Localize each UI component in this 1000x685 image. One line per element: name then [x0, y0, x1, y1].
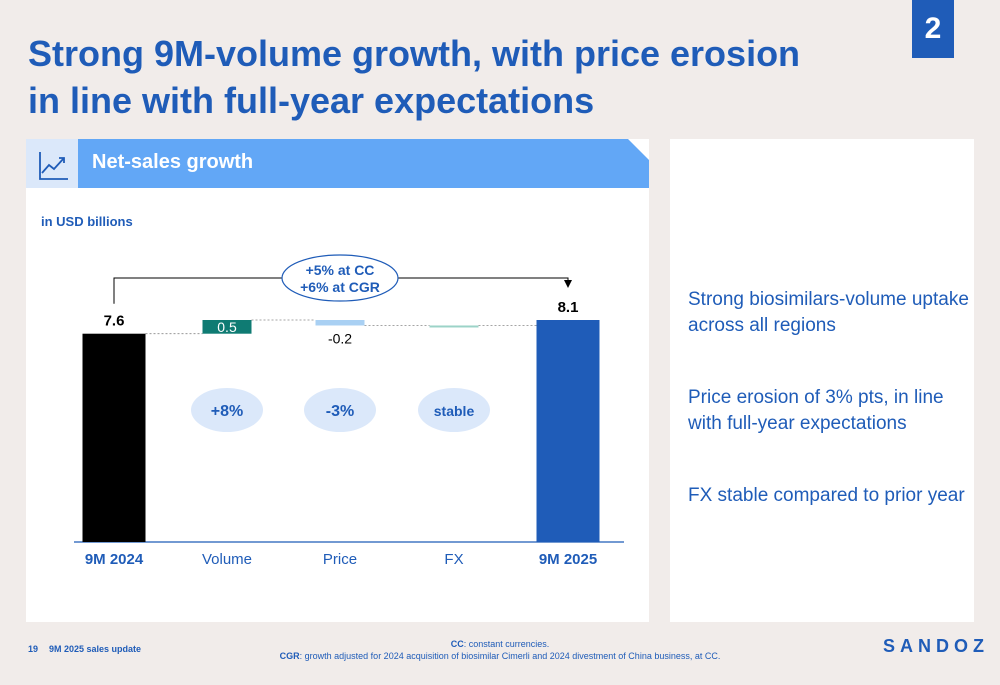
key-point-price: Price erosion of 3% pts, in line with fu… — [688, 387, 944, 434]
bar-fx — [429, 325, 479, 328]
footnote-cgr: CGR: growth adjusted for 2024 acquisitio… — [279, 651, 721, 661]
footer-doc-title: 9M 2025 sales update — [49, 644, 142, 654]
title-line-1: Strong 9M-volume growth, with price eros… — [28, 33, 801, 74]
category-label-volume: Volume — [202, 551, 252, 568]
page-title: Strong 9M-volume growth, with price eros… — [28, 30, 868, 124]
growth-bubble-3 — [418, 388, 490, 432]
growth-bubble-label-1: +8% — [211, 403, 243, 420]
growth-bracket-arrow — [564, 280, 572, 288]
key-points-panel: Strong biosimilars-volume uptake across … — [670, 139, 974, 622]
key-point-volume: Strong biosimilars-volume uptake across … — [688, 289, 969, 336]
panel-title: Net-sales growth — [92, 151, 254, 173]
footer-page-number: 19 — [28, 644, 39, 654]
category-label-9m-2025: 9M 2025 — [539, 551, 597, 568]
growth-bubble-label-3: stable — [434, 403, 475, 419]
bar-volume — [202, 320, 252, 334]
growth-bubble-1 — [191, 388, 263, 432]
bar-9m-2024 — [82, 333, 146, 542]
growth-callout-bubble — [281, 254, 399, 302]
waterfall-chart: 7.6 0.5 -0.2 8.1 9M 2024 Volume Price FX 9M 2025… — [74, 254, 624, 568]
growth-callout-cc: +5% at CC — [306, 262, 375, 278]
value-label-9m-2024: 7.6 — [104, 313, 125, 330]
growth-bubble-label-2: -3% — [326, 403, 354, 420]
line-chart-icon — [39, 152, 68, 180]
value-label-price: -0.2 — [328, 330, 352, 346]
sandoz-logo: SANDOZ — [883, 636, 989, 656]
panel-header: Net-sales growth — [26, 139, 649, 188]
unit-label: in USD billions — [41, 214, 133, 229]
category-label-9m-2024: 9M 2024 — [85, 551, 144, 568]
category-label-price: Price — [323, 551, 357, 568]
bar-9m-2025 — [536, 320, 600, 542]
value-label-volume: 0.5 — [217, 319, 237, 335]
bar-price — [315, 320, 365, 326]
category-label-fx: FX — [444, 551, 463, 568]
key-point-fx: FX stable compared to prior year — [688, 485, 965, 506]
footnote-cc: CC: constant currencies. — [450, 639, 550, 649]
title-line-2: in line with full-year expectations — [28, 80, 595, 121]
growth-bubble-2 — [304, 388, 376, 432]
footnotes: CC: constant currencies. CGR: growth adj… — [230, 638, 770, 662]
value-label-9m-2025: 8.1 — [558, 299, 579, 316]
growth-callout-cgr: +6% at CGR — [300, 279, 380, 295]
section-number-badge: 2 — [912, 0, 954, 58]
